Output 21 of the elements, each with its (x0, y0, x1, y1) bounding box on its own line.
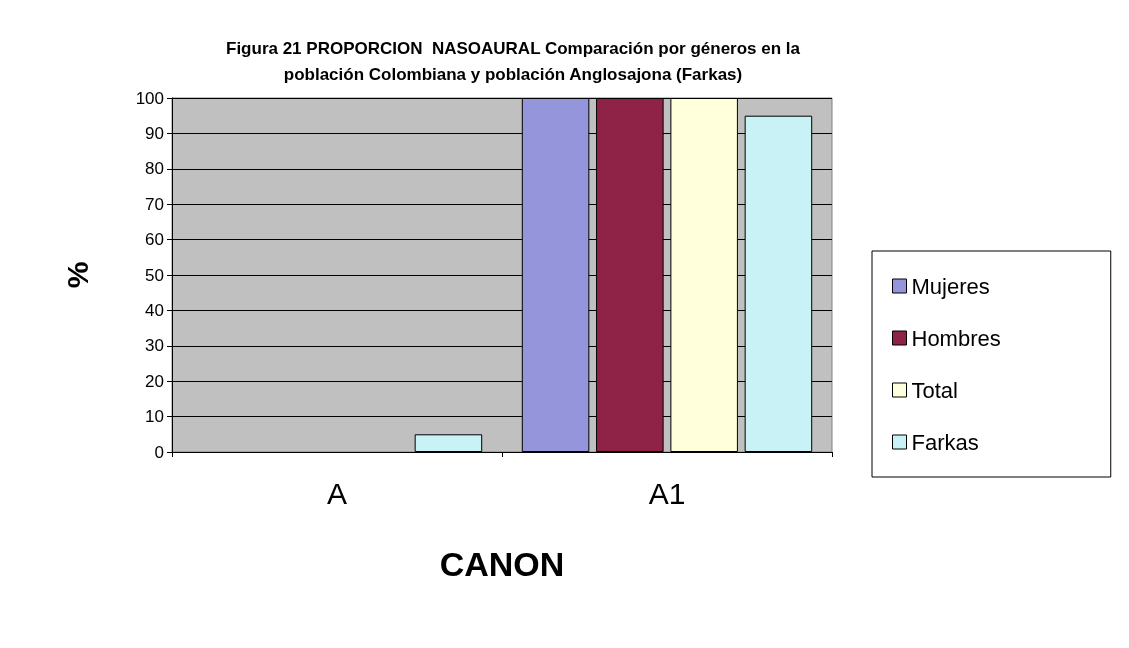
x-tick-label: A1 (648, 476, 686, 510)
y-tick-label: 10 (145, 407, 164, 427)
y-tick-label: 60 (145, 230, 164, 250)
y-tick-label: 80 (145, 159, 164, 179)
y-tick-label: 90 (145, 123, 164, 143)
y-tick-label: 40 (145, 300, 164, 320)
y-tick-label: 20 (145, 371, 164, 391)
legend-label: Mujeres (911, 273, 990, 299)
y-tick-label: 30 (145, 336, 164, 356)
bar (414, 434, 483, 452)
y-tick-label: 50 (145, 265, 164, 285)
x-axis-title: CANON (439, 545, 565, 583)
y-axis-title: % (60, 261, 94, 289)
y-tick-label: 70 (145, 194, 164, 214)
chart-title: Figura 21 PROPORCION NASOAURAL Comparación por géneros en la población Colombiana y población Anglosajona (Farkas) (225, 38, 801, 84)
x-tick-label: A (326, 476, 348, 510)
legend-label: Farkas (911, 429, 979, 455)
legend-label: Total (911, 377, 958, 403)
y-tick-label: 0 (154, 442, 164, 462)
y-tick-label: 100 (135, 88, 164, 108)
legend-label: Hombres (911, 325, 1001, 351)
